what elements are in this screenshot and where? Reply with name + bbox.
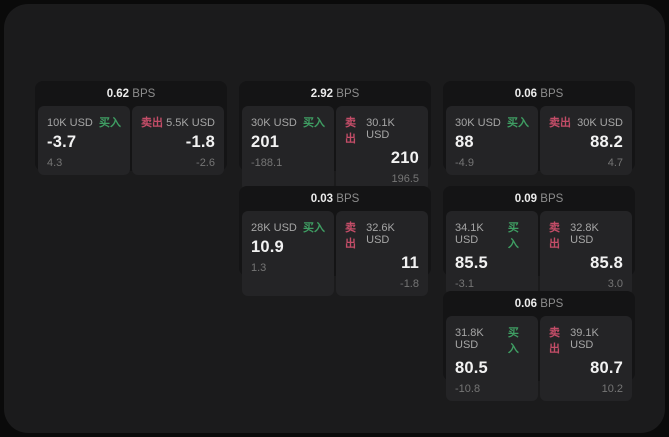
sell-amount: 30.1K USD bbox=[366, 117, 395, 141]
sell-panel[interactable]: 卖出 39.1K USD 80.7 10.2 bbox=[540, 316, 632, 401]
quote-card: 0.62 BPS 10K USD 买入 -3.7 4.3 卖出 5.5K USD bbox=[35, 81, 227, 175]
buy-amount: 34.1K USD bbox=[455, 222, 484, 246]
bps-unit: BPS bbox=[540, 88, 564, 100]
bps-value: 2.92 bbox=[310, 88, 334, 100]
quote-card: 2.92 BPS 30K USD 买入 201 -188.1 卖出 30.1K … bbox=[239, 81, 431, 191]
sell-amount: 32.8K USD bbox=[570, 222, 599, 246]
bps-unit: BPS bbox=[540, 193, 564, 205]
quote-card: 0.06 BPS 30K USD 买入 88 -4.9 卖出 30K USD bbox=[443, 81, 635, 175]
buy-panel[interactable]: 30K USD 买入 88 -4.9 bbox=[446, 106, 538, 175]
buy-sub-value: -4.9 bbox=[455, 157, 474, 169]
buy-sub-value: -3.1 bbox=[455, 278, 474, 290]
bps-value: 0.03 bbox=[310, 193, 334, 205]
buy-price: -3.7 bbox=[47, 133, 77, 151]
buy-sub-value: 1.3 bbox=[251, 262, 267, 274]
buy-label: 买入 bbox=[303, 222, 325, 234]
buy-label: 买入 bbox=[303, 117, 325, 129]
buy-panel[interactable]: 30K USD 买入 201 -188.1 bbox=[242, 106, 334, 191]
bps-spread-header: 0.06 BPS bbox=[443, 291, 635, 316]
sell-label: 卖出 bbox=[549, 222, 560, 250]
sell-label: 卖出 bbox=[345, 222, 356, 250]
sell-sub-value: 196.5 bbox=[391, 173, 419, 185]
sell-price: 11 bbox=[401, 254, 419, 272]
sell-sub-value: 3.0 bbox=[607, 278, 623, 290]
app-background: 0.62 BPS 10K USD 买入 -3.7 4.3 卖出 5.5K USD bbox=[4, 4, 665, 433]
quote-card: 0.06 BPS 31.8K USD 买入 80.5 -10.8 卖出 39.1… bbox=[443, 291, 635, 401]
buy-price: 80.5 bbox=[455, 359, 488, 377]
sell-panel[interactable]: 卖出 32.6K USD 11 -1.8 bbox=[336, 211, 428, 296]
quote-card: 0.03 BPS 28K USD 买入 10.9 1.3 卖出 32.6K US… bbox=[239, 186, 431, 296]
sell-amount: 30K USD bbox=[577, 117, 623, 129]
sell-label: 卖出 bbox=[549, 117, 571, 129]
buy-panel[interactable]: 28K USD 买入 10.9 1.3 bbox=[242, 211, 334, 296]
buy-label: 买入 bbox=[507, 117, 529, 129]
buy-price: 201 bbox=[251, 133, 280, 151]
bps-unit: BPS bbox=[132, 88, 156, 100]
buy-sub-value: 4.3 bbox=[47, 157, 63, 169]
quote-card: 0.09 BPS 34.1K USD 买入 85.5 -3.1 卖出 32.8K… bbox=[443, 186, 635, 296]
bps-spread-header: 0.09 BPS bbox=[443, 186, 635, 211]
buy-amount: 30K USD bbox=[455, 117, 501, 129]
buy-label: 买入 bbox=[507, 222, 519, 250]
sell-sub-value: 10.2 bbox=[601, 383, 623, 395]
sell-sub-value: -1.8 bbox=[400, 278, 419, 290]
buy-sub-value: -188.1 bbox=[251, 157, 283, 169]
buy-price: 10.9 bbox=[251, 238, 284, 256]
sell-sub-value: 4.7 bbox=[607, 157, 623, 169]
buy-amount: 28K USD bbox=[251, 222, 297, 234]
bps-spread-header: 0.06 BPS bbox=[443, 81, 635, 106]
quote-card-grid: 0.62 BPS 10K USD 买入 -3.7 4.3 卖出 5.5K USD bbox=[35, 81, 635, 401]
sell-label: 卖出 bbox=[345, 117, 356, 145]
sell-label: 卖出 bbox=[549, 327, 560, 355]
bps-value: 0.62 bbox=[106, 88, 130, 100]
bps-value: 0.06 bbox=[514, 88, 538, 100]
sell-amount: 5.5K USD bbox=[166, 117, 215, 129]
buy-price: 85.5 bbox=[455, 254, 488, 272]
bps-value: 0.06 bbox=[514, 298, 538, 310]
sell-price: 80.7 bbox=[590, 359, 623, 377]
sell-label: 卖出 bbox=[141, 117, 163, 129]
sell-price: 85.8 bbox=[590, 254, 623, 272]
sell-price: 88.2 bbox=[590, 133, 623, 151]
buy-amount: 30K USD bbox=[251, 117, 297, 129]
buy-amount: 31.8K USD bbox=[455, 327, 484, 351]
sell-amount: 32.6K USD bbox=[366, 222, 395, 246]
bps-spread-header: 2.92 BPS bbox=[239, 81, 431, 106]
sell-panel[interactable]: 卖出 32.8K USD 85.8 3.0 bbox=[540, 211, 632, 296]
bps-unit: BPS bbox=[336, 193, 360, 205]
bps-unit: BPS bbox=[336, 88, 360, 100]
buy-sub-value: -10.8 bbox=[455, 383, 481, 395]
sell-sub-value: -2.6 bbox=[196, 157, 215, 169]
buy-price: 88 bbox=[455, 133, 474, 151]
buy-label: 买入 bbox=[99, 117, 121, 129]
sell-panel[interactable]: 卖出 30K USD 88.2 4.7 bbox=[540, 106, 632, 175]
bps-spread-header: 0.03 BPS bbox=[239, 186, 431, 211]
sell-amount: 39.1K USD bbox=[570, 327, 599, 351]
bps-spread-header: 0.62 BPS bbox=[35, 81, 227, 106]
buy-panel[interactable]: 10K USD 买入 -3.7 4.3 bbox=[38, 106, 130, 175]
bps-value: 0.09 bbox=[514, 193, 538, 205]
sell-panel[interactable]: 卖出 30.1K USD 210 196.5 bbox=[336, 106, 428, 191]
sell-panel[interactable]: 卖出 5.5K USD -1.8 -2.6 bbox=[132, 106, 224, 175]
buy-panel[interactable]: 31.8K USD 买入 80.5 -10.8 bbox=[446, 316, 538, 401]
buy-panel[interactable]: 34.1K USD 买入 85.5 -3.1 bbox=[446, 211, 538, 296]
bps-unit: BPS bbox=[540, 298, 564, 310]
sell-price: -1.8 bbox=[185, 133, 215, 151]
buy-amount: 10K USD bbox=[47, 117, 93, 129]
sell-price: 210 bbox=[390, 149, 419, 167]
buy-label: 买入 bbox=[507, 327, 519, 355]
